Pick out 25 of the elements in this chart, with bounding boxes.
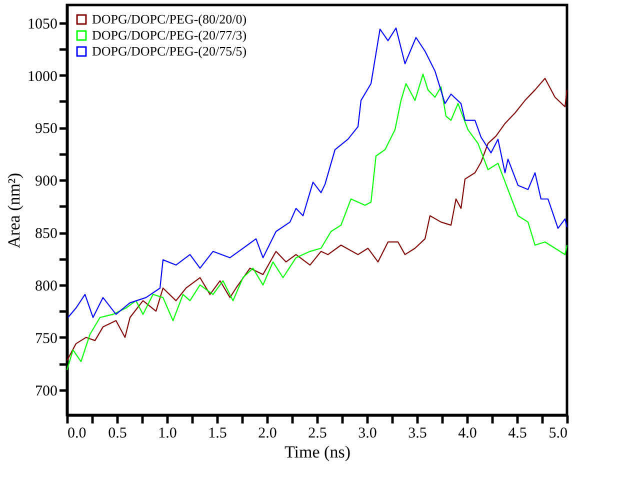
- x-tick-label: 1.0: [158, 426, 177, 442]
- legend-label: DOPG/DOPC/PEG-(80/20/0): [92, 12, 247, 26]
- x-axis-title: Time (ns): [284, 442, 350, 462]
- y-tick-label: 1000: [28, 68, 58, 85]
- y-tick-label: 750: [35, 330, 58, 347]
- y-tick-label: 1050: [28, 16, 58, 32]
- x-tick-label: 2.5: [308, 426, 327, 442]
- y-tick-label: 900: [35, 174, 58, 190]
- x-tick-label: 2.0: [258, 426, 277, 442]
- y-tick-label: 800: [35, 278, 58, 294]
- x-tick-label: 5.0: [548, 426, 568, 442]
- x-tick-label: 0.5: [108, 426, 127, 442]
- y-axis-title: Area (nm²): [4, 172, 24, 248]
- x-tick-label: 4.0: [458, 426, 477, 442]
- y-tick-label: 950: [35, 121, 58, 138]
- y-tick-label: 850: [35, 226, 58, 242]
- x-tick-label: 3.0: [358, 426, 377, 442]
- legend-label: DOPG/DOPC/PEG-(20/75/5): [92, 44, 247, 58]
- x-tick-label: 3.5: [408, 426, 427, 442]
- line-series: [67, 28, 568, 318]
- legend-label: DOPG/DOPC/PEG-(20/77/3): [92, 28, 247, 42]
- y-tick-label: 700: [35, 383, 58, 400]
- x-tick-label: 4.5: [508, 426, 527, 442]
- x-tick-label: 0.0: [68, 426, 86, 442]
- x-tick-label: 1.5: [208, 426, 227, 442]
